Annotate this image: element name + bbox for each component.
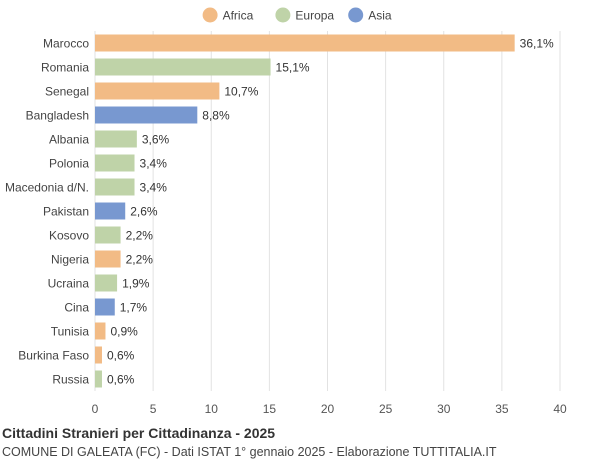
bar-russia [95,370,102,388]
category-label: Bangladesh [26,109,89,123]
chart-title: Cittadini Stranieri per Cittadinanza - 2… [2,425,276,441]
category-label: Russia [52,373,89,387]
category-label: Burkina Faso [18,349,89,363]
value-labels: 36,1% 15,1% 10,7% 8,8% 3,6% 3,4% 3,4% 2,6% 2,2% 2… [107,37,554,387]
chart-subtitle: COMUNE DI GALEATA (FC) - Dati ISTAT 1° g… [2,445,497,459]
x-tick-label: 10 [205,402,219,416]
bars [95,34,515,388]
bar-chart: Africa Europa Asia Marocco Romania Senegal Ba… [5,7,567,416]
value-label: 2,6% [130,205,158,219]
x-tick-label: 5 [150,402,157,416]
value-label: 3,4% [140,157,168,171]
value-label: 36,1% [520,37,554,51]
category-label: Macedonia d/N. [5,181,89,195]
legend: Africa Europa Asia [202,7,392,23]
category-label: Kosovo [49,229,89,243]
x-tick-label: 15 [263,402,277,416]
legend-marker-europa [275,7,291,23]
x-tick-label: 20 [321,402,335,416]
category-label: Cina [64,301,89,315]
bar-nigeria [95,250,121,268]
bar-ucraina [95,274,118,292]
category-label: Pakistan [43,205,89,219]
bar-romania [95,58,271,76]
bar-cina [95,298,115,316]
value-label: 10,7% [224,85,258,99]
x-tick-label: 35 [495,402,509,416]
category-label: Senegal [45,85,89,99]
value-label: 1,7% [120,301,148,315]
category-label: Albania [49,133,89,147]
value-label: 3,4% [140,181,168,195]
value-label: 8,8% [202,109,230,123]
value-label: 3,6% [142,133,170,147]
category-label: Ucraina [48,277,90,291]
x-tick-label: 30 [437,402,451,416]
bar-marocco [95,34,515,52]
bar-bangladesh [95,106,198,124]
x-tick-labels: 0 5 10 15 20 25 30 35 40 [92,402,567,416]
category-label: Nigeria [51,253,89,267]
value-label: 2,2% [126,229,154,243]
value-label: 0,6% [107,349,135,363]
legend-label-africa: Africa [223,9,254,23]
x-tick-label: 25 [379,402,393,416]
value-label: 1,9% [122,277,150,291]
category-label: Tunisia [51,325,90,339]
bar-albania [95,130,137,148]
bar-burkina-faso [95,346,102,364]
legend-label-europa: Europa [295,9,334,23]
value-label: 2,2% [126,253,154,267]
value-label: 0,9% [110,325,138,339]
category-labels: Marocco Romania Senegal Bangladesh Albania Po… [5,37,89,387]
legend-marker-asia [348,7,364,23]
x-tick-label: 40 [553,402,567,416]
bar-polonia [95,154,135,172]
category-label: Polonia [49,157,89,171]
legend-marker-africa [202,7,218,23]
x-tick-label: 0 [92,402,99,416]
category-label: Romania [41,61,89,75]
bar-macedonia-d-n- [95,178,135,196]
value-label: 15,1% [276,61,310,75]
bar-senegal [95,82,220,100]
value-label: 0,6% [107,373,135,387]
category-label: Marocco [43,37,89,51]
bar-pakistan [95,202,126,220]
bar-tunisia [95,322,106,340]
legend-label-asia: Asia [368,9,392,23]
bar-kosovo [95,226,121,244]
